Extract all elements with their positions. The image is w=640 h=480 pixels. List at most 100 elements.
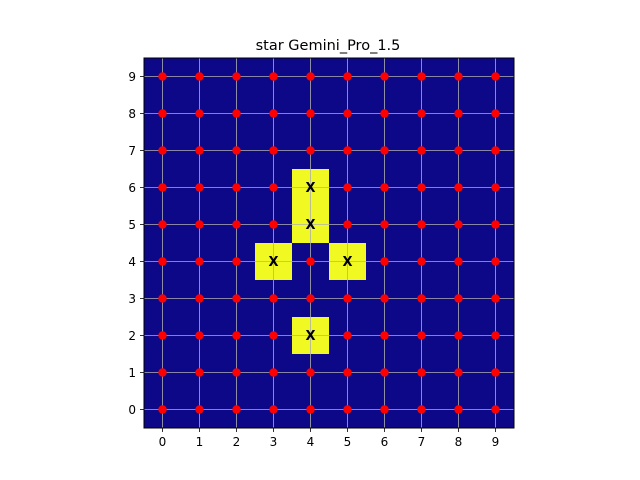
data-point (232, 294, 241, 303)
data-point (491, 72, 500, 81)
data-point (158, 72, 167, 81)
data-point (232, 220, 241, 229)
data-point (491, 368, 500, 377)
data-point (417, 405, 426, 414)
data-point (232, 109, 241, 118)
data-point (306, 146, 315, 155)
data-point (380, 368, 389, 377)
cell-mark-label: X (305, 181, 315, 196)
data-point (306, 294, 315, 303)
y-tick-label: 3 (128, 292, 136, 306)
data-point (195, 72, 204, 81)
data-point (417, 368, 426, 377)
y-tick-label: 1 (128, 366, 136, 380)
data-point (491, 109, 500, 118)
data-point (343, 331, 352, 340)
x-tick-label: 7 (418, 435, 426, 449)
data-point (232, 72, 241, 81)
data-point (269, 72, 278, 81)
chart-title: star Gemini_Pro_1.5 (256, 38, 401, 54)
data-point (454, 109, 463, 118)
x-tick-label: 2 (233, 435, 241, 449)
data-point (195, 220, 204, 229)
x-tick-label: 4 (307, 435, 315, 449)
data-point (195, 294, 204, 303)
cell-mark-label: X (342, 255, 352, 270)
data-point (454, 331, 463, 340)
x-tick-label: 1 (196, 435, 204, 449)
data-point (232, 368, 241, 377)
data-point (454, 146, 463, 155)
data-point (306, 368, 315, 377)
data-point (343, 183, 352, 192)
y-tick-label: 0 (128, 403, 136, 417)
data-point (417, 183, 426, 192)
data-point (343, 405, 352, 414)
data-point (232, 146, 241, 155)
data-point (195, 331, 204, 340)
data-point (158, 405, 167, 414)
data-point (306, 257, 315, 266)
data-point (195, 405, 204, 414)
x-tick-label: 9 (492, 435, 500, 449)
data-point (195, 109, 204, 118)
data-point (306, 405, 315, 414)
data-point (454, 294, 463, 303)
data-point (380, 72, 389, 81)
data-point (491, 331, 500, 340)
y-tick-label: 8 (128, 107, 136, 121)
data-point (306, 109, 315, 118)
data-point (454, 183, 463, 192)
x-tick-label: 6 (381, 435, 389, 449)
cell-mark-label: X (268, 255, 278, 270)
data-point (343, 72, 352, 81)
data-point (491, 294, 500, 303)
data-point (343, 220, 352, 229)
data-point (232, 331, 241, 340)
x-tick-label: 8 (455, 435, 463, 449)
data-point (380, 183, 389, 192)
data-point (232, 183, 241, 192)
data-point (454, 220, 463, 229)
data-point (158, 146, 167, 155)
data-point (343, 146, 352, 155)
data-point (454, 72, 463, 81)
data-point (269, 294, 278, 303)
x-tick-label: 3 (270, 435, 278, 449)
data-point (195, 183, 204, 192)
plot-area: X X X X X 0 1 2 3 4 5 6 7 8 9 0 1 2 3 4 5 6 7 8 9 (128, 57, 515, 449)
data-point (158, 331, 167, 340)
data-point (380, 146, 389, 155)
data-point (158, 220, 167, 229)
data-point (491, 183, 500, 192)
cell-mark-label: X (305, 218, 315, 233)
data-point (158, 183, 167, 192)
data-point (491, 257, 500, 266)
data-point (195, 257, 204, 266)
data-point (195, 368, 204, 377)
data-point (269, 183, 278, 192)
data-point (454, 257, 463, 266)
y-tick-label: 4 (128, 255, 136, 269)
data-point (269, 146, 278, 155)
cell-mark-label: X (305, 329, 315, 344)
data-point (269, 331, 278, 340)
x-tick-label: 5 (344, 435, 352, 449)
data-point (417, 257, 426, 266)
data-point (343, 109, 352, 118)
data-point (306, 72, 315, 81)
y-tick-label: 5 (128, 218, 136, 232)
data-point (269, 220, 278, 229)
data-point (417, 109, 426, 118)
data-point (380, 257, 389, 266)
y-tick-label: 2 (128, 329, 136, 343)
data-point (195, 146, 204, 155)
data-point (158, 257, 167, 266)
data-point (417, 146, 426, 155)
data-point (417, 72, 426, 81)
data-point (232, 257, 241, 266)
data-point (417, 220, 426, 229)
x-tick-label: 0 (159, 435, 167, 449)
data-point (269, 368, 278, 377)
